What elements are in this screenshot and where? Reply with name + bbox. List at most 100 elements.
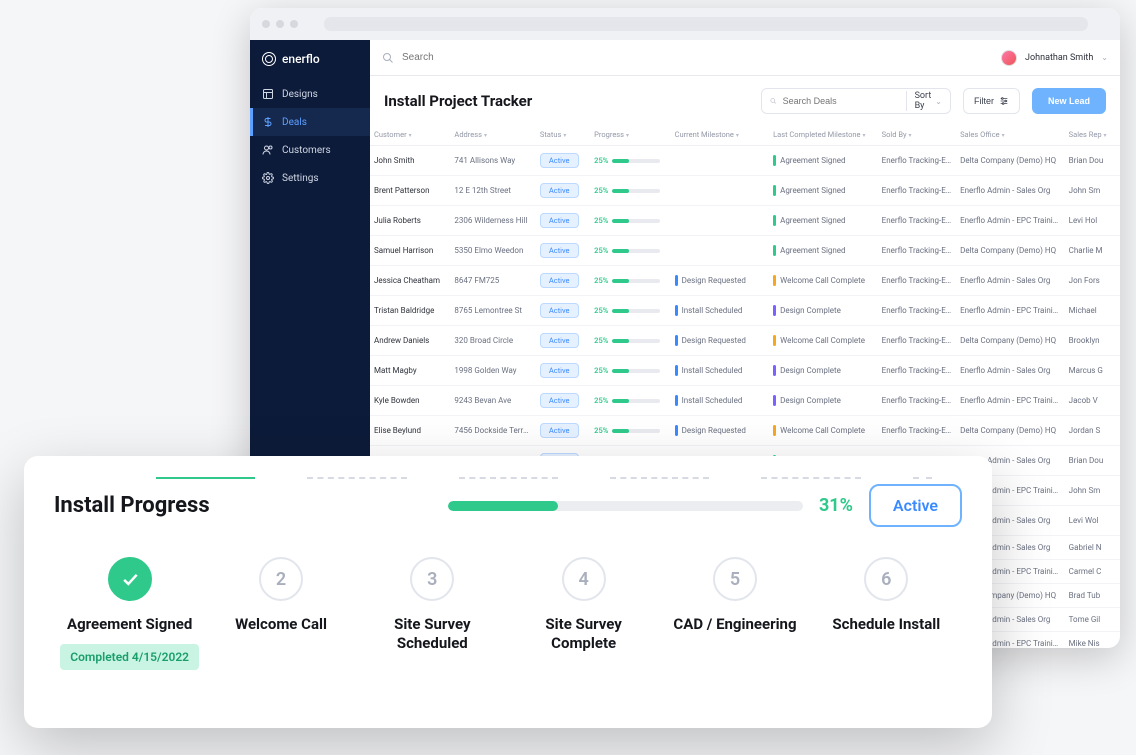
- progress-percent: 31%: [819, 495, 853, 516]
- current-milestone-cell: Design Requested: [671, 326, 770, 356]
- column-header[interactable]: Progress▾: [590, 124, 670, 146]
- column-header[interactable]: Status▾: [536, 124, 590, 146]
- sort-by-select[interactable]: Sort By ⌄: [906, 91, 942, 111]
- global-search-input[interactable]: [402, 52, 993, 63]
- filter-button[interactable]: Filter: [963, 88, 1020, 114]
- sidebar-item-label: Designs: [282, 89, 318, 100]
- progress-cell: 25%: [590, 356, 670, 386]
- new-lead-button[interactable]: New Lead: [1032, 88, 1106, 114]
- progress-step[interactable]: 6Schedule Install: [811, 557, 962, 634]
- column-header[interactable]: Sales Rep▾: [1065, 124, 1120, 146]
- table-row[interactable]: Brent Patterson12 E 12th StreetActive25%…: [370, 176, 1120, 206]
- sales-rep-cell: Levi Hol: [1065, 206, 1120, 236]
- customer-cell: Kyle Bowden: [370, 386, 450, 416]
- table-row[interactable]: Kyle Bowden9243 Bevan AveActive25%Instal…: [370, 386, 1120, 416]
- brand-logo[interactable]: enerflo: [250, 52, 370, 80]
- last-milestone-cell: Agreement Signed: [769, 146, 878, 176]
- status-active-pill: Active: [869, 484, 962, 527]
- sales-rep-cell: Jon Fors: [1065, 266, 1120, 296]
- progress-step[interactable]: Agreement SignedCompleted 4/15/2022: [54, 557, 205, 670]
- address-bar[interactable]: [324, 17, 1088, 31]
- step-circle: 5: [713, 557, 757, 601]
- customer-cell: John Smith: [370, 146, 450, 176]
- sales-rep-cell: Charlie M: [1065, 236, 1120, 266]
- progress-step[interactable]: 4Site Survey Complete: [508, 557, 659, 653]
- avatar[interactable]: [1001, 50, 1017, 66]
- column-header[interactable]: Customer▾: [370, 124, 450, 146]
- current-milestone-cell: Install Scheduled: [671, 356, 770, 386]
- table-row[interactable]: Julia Roberts2306 Wilderness HillActive2…: [370, 206, 1120, 236]
- sales-office-cell: Delta Company (Demo) HQ: [956, 146, 1065, 176]
- sales-rep-cell: Brian Dou: [1065, 146, 1120, 176]
- address-cell: 9243 Bevan Ave: [450, 386, 535, 416]
- address-cell: 5350 Elmo Weedon: [450, 236, 535, 266]
- design-icon: [262, 88, 274, 100]
- sales-office-cell: Enerflo Admin - EPC Training: [956, 296, 1065, 326]
- address-cell: 7456 Dockside Terrace: [450, 416, 535, 446]
- table-row[interactable]: Samuel Harrison5350 Elmo WeedonActive25%…: [370, 236, 1120, 266]
- table-row[interactable]: Andrew Daniels320 Broad CircleActive25%D…: [370, 326, 1120, 356]
- progress-cell: 25%: [590, 386, 670, 416]
- completed-badge: Completed 4/15/2022: [60, 644, 199, 670]
- customers-icon: [262, 144, 274, 156]
- sold-by-cell: Enerflo Tracking-EPC: [878, 206, 956, 236]
- sales-office-cell: Enerflo Admin - Sales Org: [956, 356, 1065, 386]
- address-cell: 8647 FM725: [450, 266, 535, 296]
- sold-by-cell: Enerflo Tracking-EPC: [878, 416, 956, 446]
- sidebar-item-designs[interactable]: Designs: [250, 80, 370, 108]
- sidebar-item-settings[interactable]: Settings: [250, 164, 370, 192]
- column-header[interactable]: Address▾: [450, 124, 535, 146]
- progress-step[interactable]: 5 CAD / Engineering: [659, 557, 810, 634]
- table-row[interactable]: John Smith741 Allisons WayActive25%Agree…: [370, 146, 1120, 176]
- customer-cell: Julia Roberts: [370, 206, 450, 236]
- sidebar-item-label: Deals: [282, 117, 307, 128]
- sales-office-cell: Enerflo Admin - Sales Org: [956, 176, 1065, 206]
- step-label: CAD / Engineering: [673, 615, 796, 634]
- sales-rep-cell: Levi Wol: [1065, 506, 1120, 536]
- step-label: Site Survey Complete: [519, 615, 649, 653]
- sales-rep-cell: Jordan S: [1065, 416, 1120, 446]
- status-cell: Active: [536, 266, 590, 296]
- table-row[interactable]: Elise Beylund7456 Dockside TerraceActive…: [370, 416, 1120, 446]
- table-row[interactable]: Jessica Cheatham8647 FM725Active25%Desig…: [370, 266, 1120, 296]
- status-cell: Active: [536, 146, 590, 176]
- sold-by-cell: Enerflo Tracking-EPC: [878, 326, 956, 356]
- progress-step[interactable]: 2Welcome Call: [205, 557, 356, 634]
- column-header[interactable]: Last Completed Milestone▾: [769, 124, 878, 146]
- address-cell: 2306 Wilderness Hill: [450, 206, 535, 236]
- status-cell: Active: [536, 296, 590, 326]
- sold-by-cell: Enerflo Tracking-EPC: [878, 296, 956, 326]
- user-name[interactable]: Johnathan Smith: [1025, 53, 1093, 63]
- table-row[interactable]: Tristan Baldridge8765 Lemontree StActive…: [370, 296, 1120, 326]
- column-header[interactable]: Current Milestone▾: [671, 124, 770, 146]
- address-cell: 320 Broad Circle: [450, 326, 535, 356]
- progress-cell: 25%: [590, 176, 670, 206]
- search-icon: [770, 95, 777, 107]
- column-header[interactable]: Sold By▾: [878, 124, 956, 146]
- customer-cell: Jessica Cheatham: [370, 266, 450, 296]
- brand-name: enerflo: [282, 52, 320, 66]
- sales-office-cell: Enerflo Admin - EPC Training: [956, 206, 1065, 236]
- sidebar-item-deals[interactable]: Deals: [250, 108, 370, 136]
- sales-office-cell: Enerflo Admin - EPC Training: [956, 386, 1065, 416]
- address-cell: 8765 Lemontree St: [450, 296, 535, 326]
- current-milestone-cell: Install Scheduled: [671, 296, 770, 326]
- status-cell: Active: [536, 176, 590, 206]
- column-header[interactable]: Sales Office▾: [956, 124, 1065, 146]
- sales-office-cell: Enerflo Admin - Sales Org: [956, 266, 1065, 296]
- customer-cell: Tristan Baldridge: [370, 296, 450, 326]
- current-milestone-cell: [671, 146, 770, 176]
- search-deals[interactable]: Sort By ⌄: [761, 88, 951, 114]
- deals-icon: [262, 116, 274, 128]
- progress-step[interactable]: 3Site Survey Scheduled: [357, 557, 508, 653]
- sidebar-item-customers[interactable]: Customers: [250, 136, 370, 164]
- sales-office-cell: Delta Company (Demo) HQ: [956, 326, 1065, 356]
- chevron-down-icon[interactable]: ⌄: [1101, 53, 1108, 62]
- last-milestone-cell: Design Complete: [769, 296, 878, 326]
- search-deals-input[interactable]: [783, 96, 900, 106]
- table-row[interactable]: Matt Magby1998 Golden WayActive25%Instal…: [370, 356, 1120, 386]
- last-milestone-cell: Agreement Signed: [769, 206, 878, 236]
- status-cell: Active: [536, 386, 590, 416]
- last-milestone-cell: Welcome Call Complete: [769, 416, 878, 446]
- sold-by-cell: Enerflo Tracking-EPC: [878, 176, 956, 206]
